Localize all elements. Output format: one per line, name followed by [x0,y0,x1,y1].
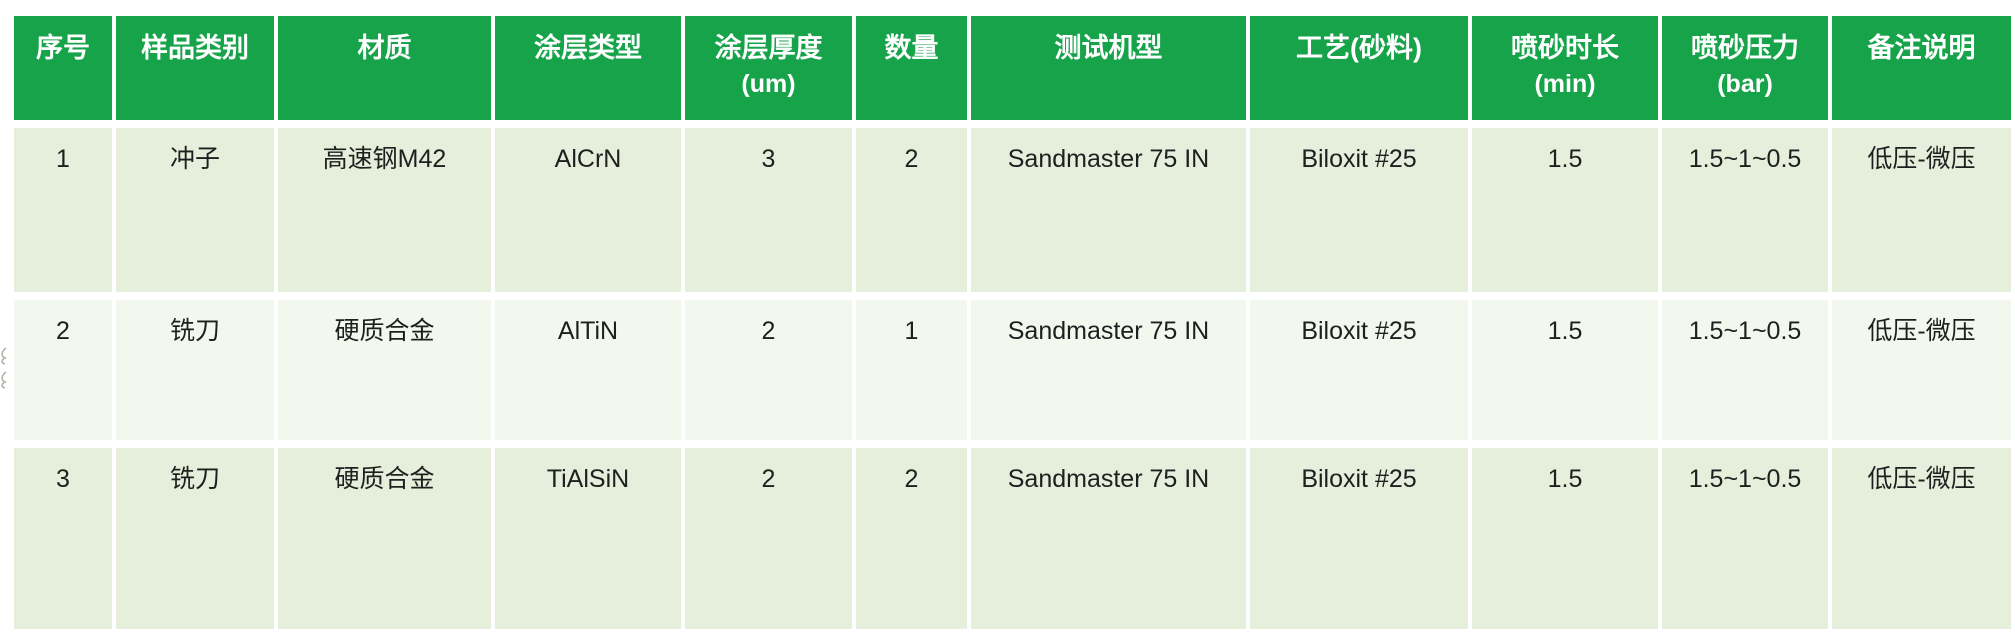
table-cell: Biloxit #25 [1250,448,1468,629]
header-unit: (min) [1534,70,1596,98]
sandblasting-test-spec-table: 序号 样品类别 材质 涂层类型 涂层厚度 (um) 数量 测试机型 工艺(砂料) … [10,8,2015,637]
header-remarks: 备注说明 [1832,16,2011,120]
table-cell: 3 [685,128,852,292]
table-cell: 2 [685,300,852,440]
table-cell: AlTiN [495,300,681,440]
header-label: 涂层厚度 [714,33,823,63]
table-header-row: 序号 样品类别 材质 涂层类型 涂层厚度 (um) 数量 测试机型 工艺(砂料) … [14,16,2011,120]
document-page: 序号 样品类别 材质 涂层类型 涂层厚度 (um) 数量 测试机型 工艺(砂料) … [10,8,2015,637]
header-label: 备注说明 [1867,33,1976,63]
header-label: 测试机型 [1054,33,1163,63]
header-label: 工艺(砂料) [1296,33,1422,63]
table-cell: 2 [856,128,967,292]
header-coating-thickness: 涂层厚度 (um) [685,16,852,120]
table-cell: Biloxit #25 [1250,128,1468,292]
table-cell: 1.5~1~0.5 [1662,448,1828,629]
table-row: 1 冲子 高速钢M42 AlCrN 3 2 Sandmaster 75 IN B… [14,128,2011,292]
table-cell: 2 [685,448,852,629]
table-cell: 1.5 [1472,448,1658,629]
table-cell: Sandmaster 75 IN [971,300,1246,440]
header-test-machine: 测试机型 [971,16,1246,120]
header-unit: (um) [741,70,796,98]
header-label: 涂层类型 [534,33,642,63]
table-cell: 低压-微压 [1832,128,2011,292]
table-cell: Sandmaster 75 IN [971,128,1246,292]
header-label: 数量 [884,33,939,63]
table-cell: 2 [14,300,112,440]
table-cell: 1.5~1~0.5 [1662,128,1828,292]
header-quantity: 数量 [856,16,967,120]
header-label: 喷砂时长 [1511,33,1619,63]
header-sample-category: 样品类别 [116,16,274,120]
table-cell: 低压-微压 [1832,300,2011,440]
header-unit: (bar) [1717,70,1773,98]
header-serial-number: 序号 [14,16,112,120]
table-cell: 硬质合金 [278,448,491,629]
table-cell: TiAlSiN [495,448,681,629]
table-cell: 1.5 [1472,300,1658,440]
header-blast-duration: 喷砂时长 (min) [1472,16,1658,120]
header-label: 序号 [36,33,90,63]
header-coating-type: 涂层类型 [495,16,681,120]
table-cell: AlCrN [495,128,681,292]
table-cell: 铣刀 [116,448,274,629]
table-cell: 高速钢M42 [278,128,491,292]
table-cell: Biloxit #25 [1250,300,1468,440]
table-cell: 硬质合金 [278,300,491,440]
header-label: 样品类别 [141,33,249,63]
table-cell: 铣刀 [116,300,274,440]
header-blast-pressure: 喷砂压力 (bar) [1662,16,1828,120]
header-label: 喷砂压力 [1691,33,1799,63]
table-cell: 1 [856,300,967,440]
header-label: 材质 [357,33,412,63]
table-cell: 1 [14,128,112,292]
table-cell: 3 [14,448,112,629]
table-cell: 2 [856,448,967,629]
table-cell: Sandmaster 75 IN [971,448,1246,629]
header-process-sand-material: 工艺(砂料) [1250,16,1468,120]
table-cell: 1.5~1~0.5 [1662,300,1828,440]
table-cell: 1.5 [1472,128,1658,292]
table-cell: 低压-微压 [1832,448,2011,629]
header-material: 材质 [278,16,491,120]
table-row: 3 铣刀 硬质合金 TiAlSiN 2 2 Sandmaster 75 IN B… [14,448,2011,629]
table-cell: 冲子 [116,128,274,292]
table-row: 2 铣刀 硬质合金 AlTiN 2 1 Sandmaster 75 IN Bil… [14,300,2011,440]
